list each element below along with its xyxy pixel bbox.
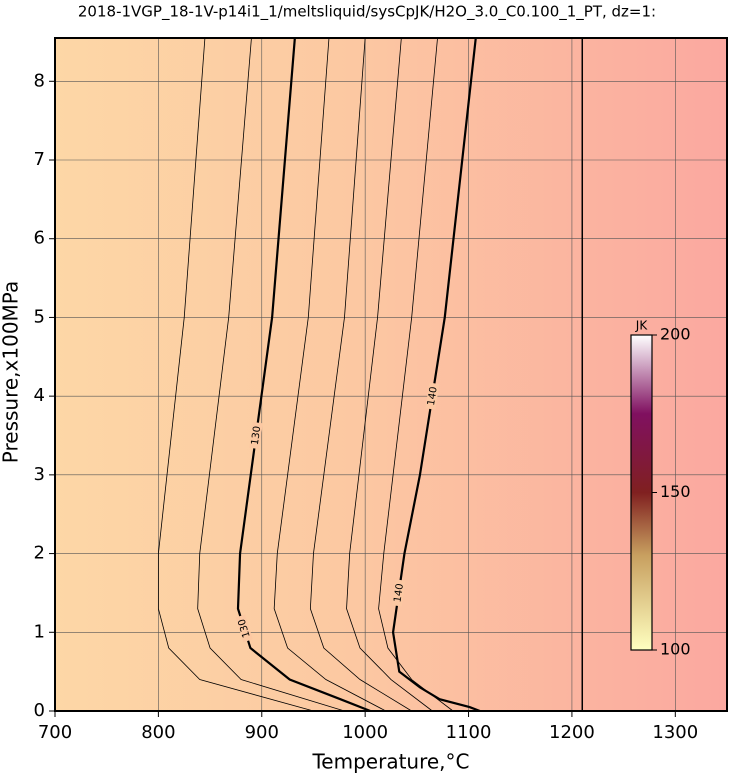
plot-background [55,38,727,711]
y-tick-label: 0 [34,700,45,721]
y-tick-label: 6 [34,228,45,249]
contour-label: 130 [250,425,263,445]
y-tick-label: 4 [34,385,45,406]
y-tick-label: 8 [34,70,45,91]
colorbar [630,334,653,651]
x-tick-label: 900 [245,722,279,743]
contour-label: 130 [237,617,253,639]
y-axis-label: Pressure,x100MPa [0,281,23,463]
contour-line [157,37,314,712]
y-tick-label: 2 [34,543,45,564]
x-tick-label: 1200 [549,722,595,743]
y-tick-label: 7 [34,149,45,170]
contour-label-bg [391,579,406,607]
contour-label-bg [235,614,253,643]
contour-line [273,37,387,712]
x-tick-label: 1000 [342,722,388,743]
contour-line [346,37,433,712]
contour-label-bg [249,421,263,450]
x-tick-label: 1100 [446,722,492,743]
x-axis-label: Temperature,°C [311,750,469,774]
x-tick-label: 1300 [652,722,698,743]
contour-line [197,37,345,712]
colorbar-tick-label: 200 [660,325,691,344]
y-tick-label: 3 [34,464,45,485]
contour-label: 140 [426,386,440,407]
colorbar-tick-label: 100 [660,640,691,659]
contour-label: 140 [392,583,406,603]
colorbar-label: JK [635,319,649,333]
plot-frame [54,37,728,712]
y-tick-label: 5 [34,306,45,327]
contour-label-bg [425,382,440,410]
contour-line [378,37,454,712]
contour-line [309,37,412,712]
x-tick-label: 700 [38,722,72,743]
chart-title: 2018-1VGP_18-1V-p14i1_1/meltsliquid/sysC… [78,3,656,22]
y-tick-label: 1 [34,621,45,642]
x-tick-label: 800 [141,722,175,743]
colorbar-tick-label: 150 [660,482,691,501]
